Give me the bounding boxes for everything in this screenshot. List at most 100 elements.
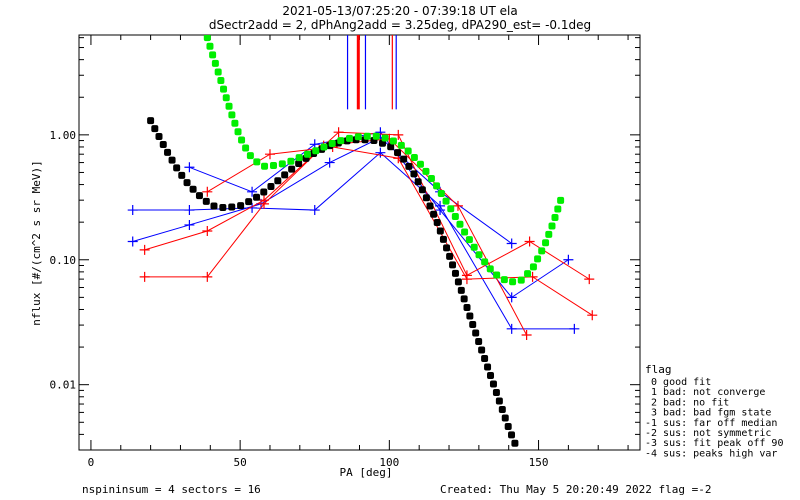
fit-dot-fit-green (470, 243, 478, 251)
legend-title: flag (645, 363, 672, 376)
fit-dot-fit-green (422, 167, 430, 175)
data-point-blue-2 (506, 292, 517, 303)
plot-area (127, 35, 598, 447)
fit-dot-fit-green (203, 35, 211, 42)
fit-dot-fit-black (183, 179, 191, 187)
legend: 0 good fit 1 bad: not converge 2 bad: no… (645, 377, 783, 459)
legend-entry: 0 good fit (645, 377, 711, 388)
fit-dot-fit-green (557, 196, 565, 204)
fit-dot-fit-green (337, 137, 345, 145)
fit-dot-fit-black (219, 204, 227, 212)
fit-dot-fit-black (446, 252, 454, 260)
fit-dot-fit-black (189, 185, 197, 193)
fit-dot-fit-black (443, 244, 451, 252)
fit-dot-fit-green (372, 132, 380, 140)
fit-dot-fit-green (225, 102, 233, 110)
fit-dot-fit-black (489, 380, 497, 388)
x-tick-label: 150 (529, 456, 549, 469)
fit-dot-fit-green (461, 228, 469, 236)
data-point-blue-2 (184, 162, 195, 173)
fit-dot-fit-green (427, 174, 435, 182)
fit-dot-fit-green (228, 111, 236, 119)
fit-dot-fit-black (481, 355, 489, 363)
data-point-blue-2 (247, 186, 258, 197)
fit-dot-fit-green (554, 205, 562, 213)
fit-dot-fit-black (463, 303, 471, 311)
fit-dot-fit-black (418, 186, 426, 194)
series-line-blue-1 (132, 152, 575, 330)
fit-dot-fit-black (460, 295, 468, 303)
fit-dot-fit-black (405, 162, 413, 170)
chart-title: 2021-05-13/07:25:20 - 07:39:18 UT ela (282, 4, 517, 18)
fit-dot-fit-green (548, 222, 556, 230)
data-point-blue-1 (127, 205, 138, 216)
data-point-red-3 (264, 149, 275, 160)
footer-left: nspininsum = 4 sectors = 16 (82, 483, 261, 496)
fit-dot-fit-green (456, 220, 464, 228)
data-point-blue-3 (127, 236, 138, 247)
fit-dot-fit-green (529, 263, 537, 271)
fit-dot-fit-black (475, 338, 483, 346)
fit-dot-fit-black (202, 197, 210, 205)
fit-dot-fit-green (270, 162, 278, 170)
fit-dot-fit-black (472, 329, 480, 337)
fit-dot-fit-black (414, 178, 422, 186)
y-tick-label: 0.10 (50, 254, 77, 267)
fit-dot-fit-green (253, 158, 261, 166)
fit-dot-fit-black (439, 235, 447, 243)
fit-dot-fit-green (397, 141, 405, 149)
fit-dot-fit-black (457, 286, 465, 294)
data-point-blue-2 (435, 205, 446, 216)
fit-dot-fit-green (410, 154, 418, 162)
fit-dot-fit-black (178, 171, 186, 179)
fit-dot-fit-green (416, 160, 424, 168)
data-point-red-3 (202, 186, 213, 197)
data-point-blue-3 (324, 157, 335, 168)
fit-dot-fit-black (454, 278, 462, 286)
fit-dot-fit-green (303, 150, 311, 158)
fit-dot-fit-green (486, 265, 494, 273)
data-point-red-1 (452, 200, 463, 211)
fit-dot-fit-black (210, 202, 218, 210)
fit-dot-fit-green (551, 214, 559, 222)
fit-dot-fit-black (478, 346, 486, 354)
fit-dot-fit-black (449, 261, 457, 269)
x-axis-label: PA [deg] (340, 466, 393, 479)
data-point-red-2 (259, 195, 270, 206)
fit-dot-fit-black (237, 202, 245, 210)
data-point-blue-2 (563, 254, 574, 265)
fit-dot-fit-green (381, 134, 389, 142)
fit-dot-fit-black (394, 149, 402, 157)
fit-dot-fit-black (511, 439, 519, 447)
data-point-red-2 (393, 129, 404, 140)
fit-dot-fit-green (295, 154, 303, 162)
chart-subtitle: dSectr2add = 2, dPhAng2add = 3.25deg, dP… (209, 18, 591, 32)
fit-dot-fit-green (451, 213, 459, 221)
x-tick-label: 100 (379, 456, 399, 469)
legend-entry: -3 sus: fit peak off 90 (645, 438, 783, 449)
fit-dot-fit-black (495, 397, 503, 405)
fit-dot-fit-green (345, 134, 353, 142)
fit-dot-fit-black (501, 414, 509, 422)
data-point-red-2 (524, 236, 535, 247)
data-point-red-2 (139, 244, 150, 255)
fit-dot-fit-green (217, 77, 225, 85)
fit-dot-fit-green (354, 133, 362, 141)
fit-dot-fit-green (545, 230, 553, 238)
data-point-red-1 (202, 271, 213, 282)
fit-dot-fit-green (220, 85, 228, 93)
y-tick-label: 0.01 (50, 379, 77, 392)
fit-dot-fit-black (168, 156, 176, 164)
fit-dot-fit-black (228, 203, 236, 211)
fit-dot-fit-green (238, 136, 246, 144)
legend-entry: 2 bad: no fit (645, 397, 729, 408)
fit-dot-fit-black (155, 133, 163, 141)
data-point-red-2 (202, 225, 213, 236)
fit-dot-fit-green (312, 147, 320, 155)
fit-dot-fit-black (504, 423, 512, 431)
fit-dot-fit-green (261, 162, 269, 170)
fit-dot-fit-green (465, 236, 473, 244)
legend-entry: -1 sus: far off median (645, 418, 777, 429)
fit-dot-fit-black (151, 125, 159, 133)
